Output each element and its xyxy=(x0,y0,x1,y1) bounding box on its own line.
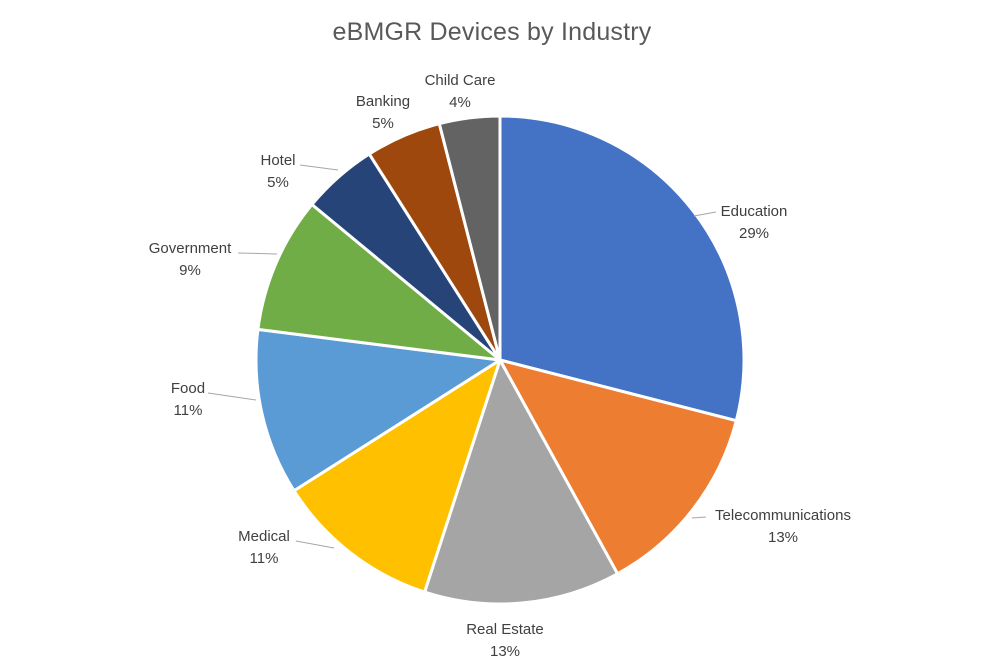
data-label-education: Education 29% xyxy=(721,203,788,242)
data-label-percent: 9% xyxy=(179,262,201,279)
data-label-category: Real Estate xyxy=(466,621,544,638)
data-label-percent: 11% xyxy=(250,550,279,567)
leader-line-hotel xyxy=(299,164,339,171)
data-label-real-estate: Real Estate 13% xyxy=(466,621,544,660)
data-label-percent: 4% xyxy=(449,94,471,111)
pie-slice-government xyxy=(256,202,502,362)
pie-slice-medical xyxy=(292,358,502,594)
data-label-food: Food 11% xyxy=(171,380,205,419)
data-label-medical: Medical 11% xyxy=(238,528,290,567)
pie-slice-food xyxy=(254,327,502,493)
data-label-percent: 11% xyxy=(174,402,203,419)
data-label-category: Hotel xyxy=(260,152,295,169)
data-label-category: Banking xyxy=(356,93,410,110)
chart-title: eBMGR Devices by Industry xyxy=(332,18,652,46)
leader-line-education xyxy=(693,211,717,217)
pie-slice-education xyxy=(498,114,746,423)
data-label-percent: 13% xyxy=(768,529,798,546)
data-label-category: Food xyxy=(171,380,205,397)
data-label-category: Government xyxy=(149,240,232,257)
data-label-telecommunications: Telecommunications 13% xyxy=(715,507,851,546)
data-label-category: Medical xyxy=(238,528,290,545)
leader-line-food xyxy=(207,392,257,401)
data-label-category: Child Care xyxy=(425,72,496,89)
data-label-government: Government 9% xyxy=(149,240,232,279)
leader-line-government xyxy=(237,252,278,255)
pie-slice-real-estate xyxy=(423,358,620,606)
leader-line-medical xyxy=(295,540,335,549)
data-label-percent: 13% xyxy=(490,643,520,660)
data-label-percent: 29% xyxy=(739,225,769,242)
data-label-category: Education xyxy=(721,203,788,220)
data-label-percent: 5% xyxy=(267,174,289,191)
data-label-percent: 5% xyxy=(372,115,394,132)
data-label-category: Telecommunications xyxy=(715,507,851,524)
data-label-child-care: Child Care 4% xyxy=(425,72,496,111)
pie-slice-telecommunications xyxy=(498,358,738,576)
pie-slice-child-care xyxy=(437,114,502,362)
data-label-banking: Banking 5% xyxy=(356,93,410,132)
data-label-hotel: Hotel 5% xyxy=(260,152,295,191)
leader-line-telecommunications xyxy=(691,516,707,519)
